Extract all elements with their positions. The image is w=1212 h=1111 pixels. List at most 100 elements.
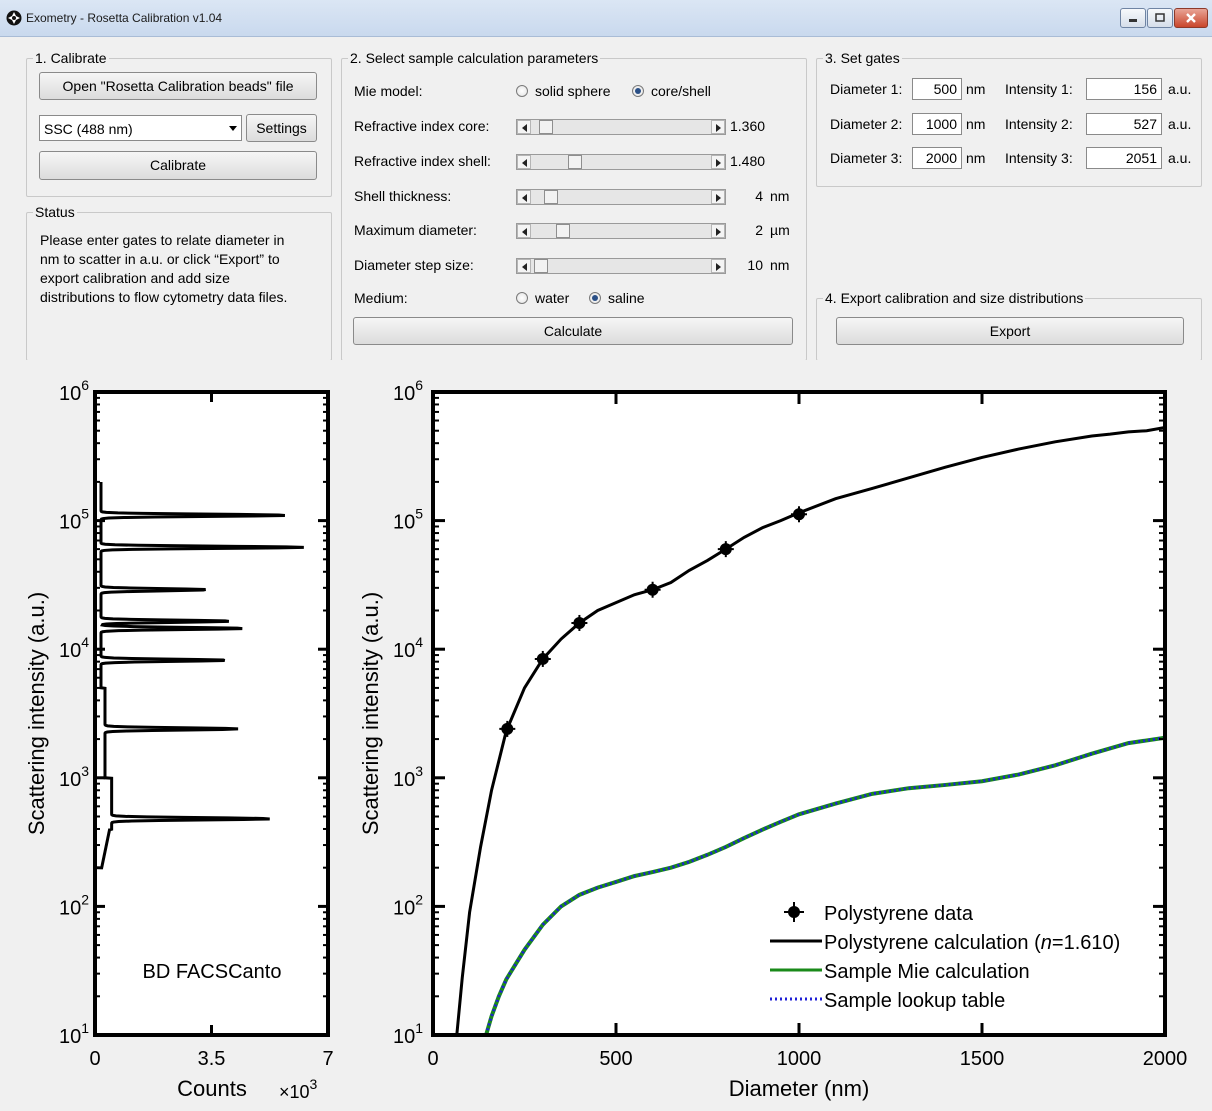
y-tick-label: 102: [393, 891, 423, 919]
slider-left-arrow[interactable]: [517, 155, 531, 169]
param-unit: nm: [770, 257, 790, 273]
close-button[interactable]: [1174, 8, 1208, 28]
legend-label: Polystyrene data: [824, 903, 974, 925]
diameter-gate-input[interactable]: 2000: [912, 147, 962, 169]
x-axis-label: Counts: [177, 1076, 247, 1101]
diameter-gate-input[interactable]: 500: [912, 78, 962, 100]
x-tick-label: 2000: [1143, 1048, 1188, 1070]
settings-button[interactable]: Settings: [246, 114, 317, 142]
x-tick-label: 0: [89, 1048, 100, 1070]
y-tick-label: 101: [393, 1020, 423, 1048]
detector-select[interactable]: SSC (488 nm): [39, 115, 242, 141]
data-point: [573, 616, 586, 629]
diameter-gate-label: Diameter 2:: [830, 116, 903, 132]
slider-thumb[interactable]: [567, 155, 582, 169]
y-tick-label: 101: [59, 1020, 89, 1048]
detector-select-value: SSC (488 nm): [44, 121, 133, 137]
slider-thumb[interactable]: [539, 120, 554, 134]
intensity-gate-unit: a.u.: [1168, 81, 1192, 97]
slider-thumb[interactable]: [544, 190, 559, 204]
param-slider[interactable]: [516, 223, 726, 239]
maximize-button[interactable]: [1147, 8, 1173, 28]
radio-core-shell[interactable]: [632, 85, 644, 97]
slider-right-arrow[interactable]: [711, 155, 725, 169]
y-tick-label: 104: [59, 634, 89, 662]
diameter-gate-label: Diameter 3:: [830, 150, 903, 166]
x-multiplier-exponent: 3: [310, 1076, 318, 1092]
arrow-right-icon: [716, 194, 721, 202]
y-tick-label: 106: [393, 377, 423, 405]
slider-right-arrow[interactable]: [711, 190, 725, 204]
intensity-gate-input[interactable]: 2051: [1086, 147, 1162, 169]
legend-label: Sample lookup table: [824, 990, 1005, 1012]
param-slider[interactable]: [516, 119, 726, 135]
y-tick-exponent: 6: [415, 377, 423, 393]
param-value: 4: [755, 188, 763, 204]
slider-thumb[interactable]: [555, 224, 570, 238]
radio-water[interactable]: [516, 292, 528, 304]
x-tick-label: 0: [427, 1048, 438, 1070]
y-tick-exponent: 2: [415, 891, 423, 907]
slider-left-arrow[interactable]: [517, 190, 531, 204]
slider-right-arrow[interactable]: [711, 259, 725, 273]
intensity-gate-input[interactable]: 527: [1086, 113, 1162, 135]
y-tick-exponent: 5: [415, 506, 423, 522]
slider-right-arrow[interactable]: [711, 120, 725, 134]
medium-label: Medium:: [354, 290, 408, 306]
calibration-plot-background: [433, 392, 1165, 1035]
radio-core-shell-label[interactable]: core/shell: [651, 83, 711, 99]
status-message: Please enter gates to relate diameter in…: [40, 231, 325, 307]
slider-left-arrow[interactable]: [517, 120, 531, 134]
diameter-gate-unit: nm: [966, 116, 986, 132]
param-slider[interactable]: [516, 154, 726, 170]
calibration-chart: 101 102 103 104 105 106 0 500 1000 1500 2000 Diamet…: [358, 377, 1188, 1101]
radio-saline[interactable]: [589, 292, 601, 304]
y-tick-label: 102: [59, 891, 89, 919]
slider-left-arrow[interactable]: [517, 259, 531, 273]
gates-group: 3. Set gates: [816, 50, 1202, 187]
intensity-gate-input[interactable]: 156: [1086, 78, 1162, 100]
y-tick-exponent: 4: [415, 634, 423, 650]
data-point: [793, 508, 805, 521]
export-button[interactable]: Export: [836, 317, 1184, 345]
x-tick-label: 1500: [960, 1048, 1005, 1070]
y-tick-exponent: 3: [81, 763, 89, 779]
slider-thumb[interactable]: [534, 259, 549, 273]
arrow-left-icon: [522, 159, 527, 167]
param-label: Refractive index core:: [354, 118, 490, 134]
x-tick-label: 1000: [777, 1048, 822, 1070]
open-beads-file-button[interactable]: Open "Rosetta Calibration beads" file: [39, 72, 317, 100]
mie-model-label: Mie model:: [354, 83, 423, 99]
param-slider[interactable]: [516, 189, 726, 205]
radio-water-label[interactable]: water: [535, 290, 570, 306]
calibrate-group: 1. Calibrate: [26, 50, 332, 197]
y-tick-exponent: 1: [81, 1020, 89, 1036]
arrow-right-icon: [716, 124, 721, 132]
calibrate-button[interactable]: Calibrate: [39, 151, 317, 180]
minimize-button[interactable]: [1120, 8, 1146, 28]
status-group-label: Status: [33, 204, 77, 220]
y-tick-exponent: 3: [415, 763, 423, 779]
params-group-label: 2. Select sample calculation parameters: [348, 50, 601, 66]
radio-solid-sphere[interactable]: [516, 85, 528, 97]
param-label: Maximum diameter:: [354, 222, 477, 238]
arrow-right-icon: [716, 228, 721, 236]
data-point: [536, 652, 549, 665]
slider-right-arrow[interactable]: [711, 224, 725, 238]
plot-area: 101 102 103 104 105 106 0 3.5 7 Counts ×103 Scatter…: [0, 360, 1212, 1111]
export-group-label: 4. Export calibration and size distribut…: [823, 290, 1086, 306]
slider-left-arrow[interactable]: [517, 224, 531, 238]
param-label: Shell thickness:: [354, 188, 452, 204]
y-tick-label: 103: [59, 763, 89, 791]
diameter-gate-input[interactable]: 1000: [912, 113, 962, 135]
minimize-icon: [1129, 19, 1137, 22]
instrument-annotation: BD FACSCanto: [143, 961, 282, 983]
param-slider[interactable]: [516, 258, 726, 274]
calculate-button[interactable]: Calculate: [353, 317, 793, 345]
radio-solid-sphere-label[interactable]: solid sphere: [535, 83, 611, 99]
status-line: distributions to flow cytometry data fil…: [40, 289, 288, 305]
param-unit: nm: [770, 188, 790, 204]
y-tick-label: 105: [59, 506, 89, 534]
param-value: 2: [755, 222, 763, 238]
radio-saline-label[interactable]: saline: [608, 290, 645, 306]
